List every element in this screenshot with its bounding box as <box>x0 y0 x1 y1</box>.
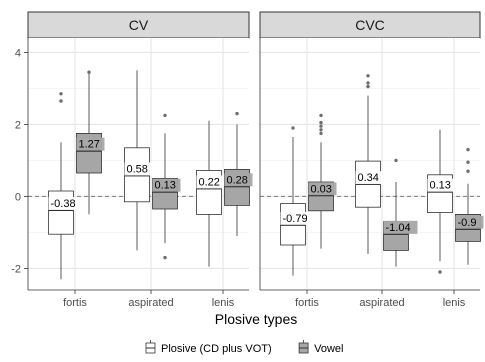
box-vowel-fortis: 0.03 <box>308 113 337 249</box>
outlier-point <box>235 111 239 116</box>
y-tick-label: 2 <box>15 119 21 131</box>
outlier-point <box>319 113 323 118</box>
legend-key-vowel: Vowel <box>298 340 343 355</box>
panel-title: CVC <box>355 17 385 33</box>
x-tick-label: aspirated <box>359 297 404 309</box>
box-vowel-lenis: -0.9 <box>455 147 484 265</box>
data-label: -1.04 <box>386 222 411 234</box>
box-vowel-aspirated: -1.04 <box>383 158 418 267</box>
data-label: 0.13 <box>155 180 176 192</box>
data-label-background <box>152 178 181 192</box>
y-tick-label: 0 <box>15 191 21 203</box>
data-label-background <box>124 162 153 176</box>
data-label-background <box>48 197 83 211</box>
data-label-background <box>308 182 337 196</box>
data-label: 0.34 <box>358 172 379 184</box>
data-label-background <box>280 211 315 225</box>
data-label: 0.03 <box>311 183 332 195</box>
data-label: 0.28 <box>227 174 248 186</box>
outlier-point <box>466 160 470 164</box>
outlier-point <box>366 81 370 85</box>
x-tick-label: fortis <box>295 297 319 309</box>
box-plosive-aspirated: 0.58 <box>124 70 153 251</box>
data-label: -0.38 <box>51 198 76 210</box>
box-plosive-lenis: 0.22 <box>196 120 225 267</box>
data-label: -0.79 <box>283 213 308 225</box>
data-label: 0.13 <box>430 180 451 192</box>
outlier-point <box>319 120 323 125</box>
outlier-point <box>59 99 63 103</box>
box-plosive-aspirated: 0.34 <box>355 74 384 254</box>
data-label-background <box>427 178 456 192</box>
legend-label: Vowel <box>314 343 343 355</box>
box-vowel-fortis: 1.27 <box>76 70 105 215</box>
x-tick-label: lenis <box>443 297 466 309</box>
data-label-background <box>76 137 105 151</box>
outlier-point <box>438 270 442 274</box>
data-label: 1.27 <box>79 139 100 151</box>
data-label-background <box>455 215 484 229</box>
outlier-point <box>319 128 323 132</box>
panel-strip <box>259 11 481 39</box>
y-tick-label: 4 <box>15 47 21 59</box>
box-vowel-aspirated: 0.13 <box>152 113 181 260</box>
x-axis-title: Plosive types <box>215 311 297 327</box>
panel-cvc: CVC -0.79 0.03 0.34 -1.04 0.13 -0.9 fortis aspir… <box>259 11 484 309</box>
legend-key-plosive: Plosive (CD plus VOT) <box>145 340 272 355</box>
outlier-point <box>466 169 470 173</box>
outlier-point <box>291 126 295 130</box>
x-tick-label: lenis <box>212 297 235 309</box>
box-vowel-lenis: 0.28 <box>224 111 253 236</box>
outlier-point <box>366 84 370 89</box>
x-tick-label: fortis <box>63 297 87 309</box>
legend: Plosive (CD plus VOT) Vowel <box>145 340 343 355</box>
data-label-background <box>355 171 384 185</box>
data-label-background <box>196 175 225 189</box>
outlier-point <box>319 124 323 128</box>
outlier-point <box>87 70 91 74</box>
outlier-point <box>319 131 323 136</box>
outlier-point <box>163 255 167 260</box>
outlier-point <box>466 147 470 152</box>
x-tick-label: aspirated <box>128 297 173 309</box>
outlier-point <box>394 158 398 163</box>
y-tick-label: -2 <box>11 263 21 275</box>
box-plosive-fortis: -0.38 <box>48 92 83 280</box>
data-label: 0.58 <box>127 164 148 176</box>
data-label-background <box>383 220 418 234</box>
box-plosive-fortis: -0.79 <box>280 126 315 276</box>
panel-cv: CV -0.38 1.27 0.58 0.13 0.22 0.28 fortis aspirat… <box>27 11 253 309</box>
outlier-point <box>163 113 167 118</box>
box-plosive-lenis: 0.13 <box>427 129 456 274</box>
panel-title: CV <box>129 17 149 33</box>
outlier-point <box>366 74 370 78</box>
legend-label: Plosive (CD plus VOT) <box>161 343 272 355</box>
panel-strip <box>27 11 250 39</box>
data-label-background <box>224 173 253 187</box>
data-label: -0.9 <box>458 217 477 229</box>
data-label: 0.22 <box>199 176 220 188</box>
outlier-point <box>59 92 63 96</box>
